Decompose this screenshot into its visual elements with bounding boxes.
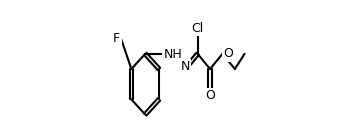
Text: O: O — [205, 89, 215, 102]
Text: Cl: Cl — [192, 22, 204, 35]
Text: NH: NH — [163, 48, 182, 61]
Text: F: F — [113, 32, 120, 45]
Text: N: N — [180, 60, 190, 73]
Text: O: O — [223, 47, 233, 60]
